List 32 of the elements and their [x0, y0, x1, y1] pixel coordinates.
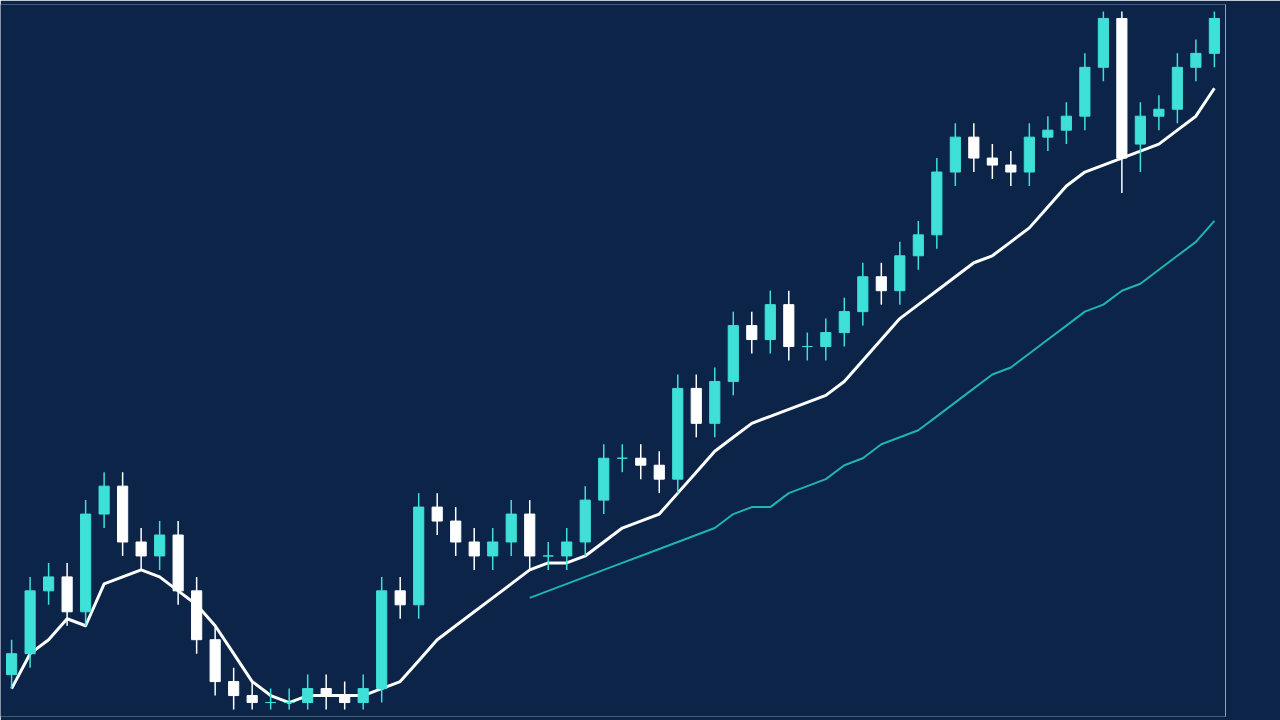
- candlestick: [154, 520, 166, 571]
- candlestick: [653, 450, 665, 494]
- candlestick: [1153, 94, 1165, 131]
- candlestick: [43, 562, 55, 606]
- candlestick: [561, 527, 573, 571]
- candlestick: [838, 296, 850, 348]
- candlestick: [986, 143, 998, 180]
- candlestick: [1060, 101, 1072, 145]
- candlestick: [912, 220, 924, 271]
- candlestick: [746, 310, 758, 355]
- candlestick: [487, 527, 499, 571]
- candlestick: [265, 687, 277, 711]
- candlestick: [635, 443, 647, 480]
- candlestick: [801, 331, 813, 362]
- candlestick: [431, 492, 443, 536]
- candlestick: [357, 673, 369, 711]
- candlestick: [542, 541, 554, 571]
- candlestick: [228, 666, 240, 711]
- candlestick: [875, 262, 887, 306]
- candlestick: [1190, 38, 1202, 83]
- candlestick: [968, 122, 980, 173]
- candlestick: [135, 527, 147, 571]
- candlestick: [394, 576, 406, 620]
- candlestick: [302, 673, 314, 711]
- candlestick: [1042, 115, 1054, 152]
- candlestick: [820, 317, 832, 362]
- candlestick: [468, 527, 480, 571]
- candlestick: [6, 638, 18, 690]
- candlestick: [616, 443, 628, 473]
- candlestick: [1005, 150, 1017, 187]
- candlestick: [450, 506, 462, 557]
- candlestick: [283, 687, 295, 711]
